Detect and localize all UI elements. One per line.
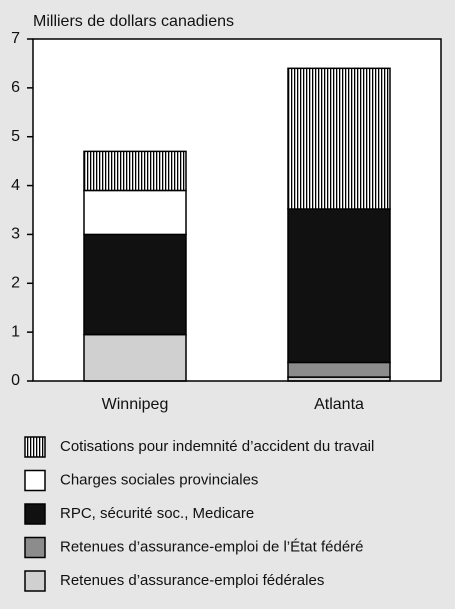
legend-swatch [24, 536, 46, 559]
legend-swatch [24, 469, 46, 492]
legend-swatch [24, 436, 46, 458]
y-tick-label: 3 [11, 226, 20, 243]
bar-segment [287, 67, 391, 210]
legend-label: Retenues d’assurance-emploi fédérales [60, 572, 324, 589]
y-tick-label: 7 [11, 30, 20, 47]
bar-segment [287, 208, 391, 364]
legend-swatch [24, 503, 46, 525]
legend-swatch [24, 570, 46, 592]
x-tick-label: Winnipeg [102, 396, 169, 413]
bar-segment [83, 150, 187, 192]
y-axis-label: Milliers de dollars canadiens [33, 13, 234, 30]
y-tick-label: 6 [11, 79, 20, 96]
y-tick-label: 1 [11, 323, 20, 340]
y-tick-label: 0 [11, 372, 20, 389]
x-tick-label: Atlanta [314, 396, 364, 413]
plot-border [32, 38, 442, 382]
bar-segment [83, 189, 187, 236]
y-tick-label: 5 [11, 128, 20, 145]
legend-label: Charges sociales provinciales [60, 471, 258, 488]
y-tick-label: 2 [11, 275, 20, 292]
y-tick-label: 4 [11, 177, 20, 194]
bar-segment [83, 233, 187, 336]
legend-label: Cotisations pour indemnité d’accident du… [60, 438, 374, 455]
legend-label: Retenues d’assurance-emploi de l’État fé… [60, 538, 364, 555]
bar-segment [287, 361, 391, 378]
legend-label: RPC, sécurité soc., Medicare [60, 505, 254, 522]
bar-segment [83, 333, 187, 382]
